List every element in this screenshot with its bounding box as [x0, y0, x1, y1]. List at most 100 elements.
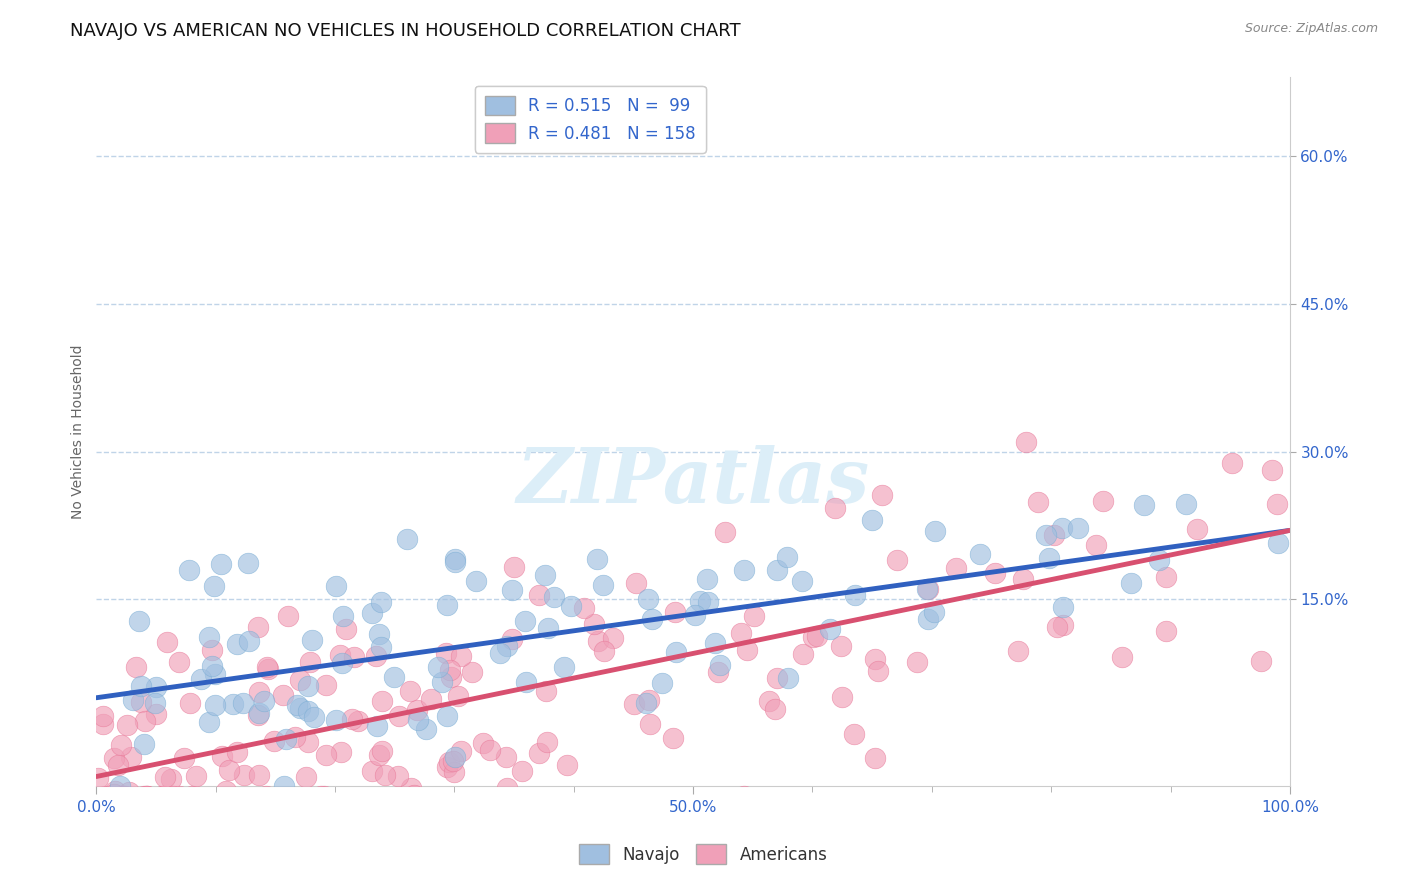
Point [437, 755, 460, 769]
Point [107, 757, 129, 772]
Point [905, 655, 928, 669]
Point [112, 789, 135, 804]
Point [406, 713, 429, 727]
Text: NAVAJO VS AMERICAN NO VEHICLES IN HOUSEHOLD CORRELATION CHART: NAVAJO VS AMERICAN NO VEHICLES IN HOUSEH… [70, 22, 741, 40]
Point [443, 552, 465, 566]
Point [91, 716, 114, 731]
Point [132, 789, 155, 804]
Legend: Navajo, Americans: Navajo, Americans [572, 838, 834, 871]
Point [536, 684, 558, 698]
Point [765, 564, 787, 578]
Point [543, 590, 565, 604]
Point [225, 745, 247, 759]
Point [444, 555, 467, 569]
Point [689, 594, 711, 608]
Point [143, 696, 166, 710]
Point [427, 659, 450, 673]
Point [382, 670, 405, 684]
Point [623, 697, 645, 711]
Point [441, 754, 464, 768]
Point [1261, 463, 1284, 477]
Point [276, 732, 298, 747]
Point [1052, 617, 1074, 632]
Point [824, 500, 846, 515]
Point [434, 646, 457, 660]
Point [263, 734, 285, 748]
Point [922, 605, 945, 619]
Point [637, 591, 659, 606]
Point [335, 622, 357, 636]
Point [602, 632, 624, 646]
Point [496, 640, 519, 654]
Point [1015, 435, 1038, 450]
Point [763, 702, 786, 716]
Point [450, 744, 472, 758]
Point [1007, 644, 1029, 658]
Point [984, 566, 1007, 580]
Point [150, 789, 173, 804]
Point [87, 771, 110, 785]
Point [94, 789, 117, 804]
Point [118, 785, 141, 799]
Point [664, 605, 686, 619]
Point [640, 717, 662, 731]
Point [297, 704, 319, 718]
Point [145, 680, 167, 694]
Point [103, 750, 125, 764]
Point [775, 549, 797, 564]
Point [792, 647, 814, 661]
Point [1038, 550, 1060, 565]
Text: ZIPatlas: ZIPatlas [516, 444, 870, 518]
Point [209, 557, 232, 571]
Point [496, 780, 519, 795]
Point [1220, 456, 1243, 470]
Point [332, 609, 354, 624]
Point [831, 690, 853, 704]
Point [257, 662, 280, 676]
Point [1084, 539, 1107, 553]
Point [201, 643, 224, 657]
Point [120, 750, 142, 764]
Point [733, 789, 755, 804]
Point [366, 719, 388, 733]
Point [387, 769, 409, 783]
Text: Source: ZipAtlas.com: Source: ZipAtlas.com [1244, 22, 1378, 36]
Point [440, 670, 463, 684]
Point [252, 694, 274, 708]
Point [479, 743, 502, 757]
Point [247, 706, 270, 721]
Point [758, 694, 780, 708]
Point [145, 707, 167, 722]
Point [592, 578, 614, 592]
Point [256, 789, 278, 804]
Point [202, 579, 225, 593]
Point [1111, 649, 1133, 664]
Point [636, 696, 658, 710]
Point [155, 770, 177, 784]
Point [215, 784, 238, 798]
Point [1250, 654, 1272, 668]
Point [374, 767, 396, 781]
Point [560, 599, 582, 614]
Point [309, 789, 332, 804]
Point [1026, 495, 1049, 509]
Point [347, 714, 370, 728]
Point [360, 764, 382, 778]
Point [121, 692, 143, 706]
Point [180, 789, 202, 804]
Point [197, 714, 219, 729]
Point [917, 582, 939, 597]
Point [129, 679, 152, 693]
Point [361, 606, 384, 620]
Point [330, 745, 353, 759]
Point [555, 758, 578, 772]
Point [801, 630, 824, 644]
Point [173, 751, 195, 765]
Point [501, 632, 523, 646]
Point [572, 601, 595, 615]
Point [204, 667, 226, 681]
Point [696, 572, 718, 586]
Point [288, 701, 311, 715]
Point [129, 695, 152, 709]
Point [156, 635, 179, 649]
